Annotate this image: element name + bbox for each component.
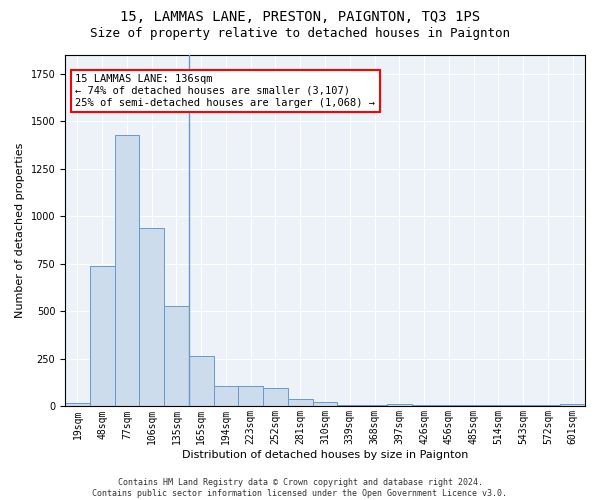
Bar	[214, 386, 238, 406]
Text: 15 LAMMAS LANE: 136sqm
← 74% of detached houses are smaller (3,107)
25% of semi-: 15 LAMMAS LANE: 136sqm ← 74% of detached…	[76, 74, 376, 108]
Bar	[313, 402, 337, 406]
Bar	[288, 399, 313, 406]
Bar	[164, 306, 189, 406]
Y-axis label: Number of detached properties: Number of detached properties	[15, 143, 25, 318]
Bar	[238, 386, 263, 406]
Bar	[115, 135, 139, 406]
Text: Size of property relative to detached houses in Paignton: Size of property relative to detached ho…	[90, 28, 510, 40]
Bar	[139, 228, 164, 406]
Text: 15, LAMMAS LANE, PRESTON, PAIGNTON, TQ3 1PS: 15, LAMMAS LANE, PRESTON, PAIGNTON, TQ3 …	[120, 10, 480, 24]
Bar	[90, 266, 115, 406]
Text: Contains HM Land Registry data © Crown copyright and database right 2024.
Contai: Contains HM Land Registry data © Crown c…	[92, 478, 508, 498]
X-axis label: Distribution of detached houses by size in Paignton: Distribution of detached houses by size …	[182, 450, 468, 460]
Bar	[263, 388, 288, 406]
Bar	[560, 404, 585, 406]
Bar	[189, 356, 214, 406]
Bar	[65, 402, 90, 406]
Bar	[387, 404, 412, 406]
